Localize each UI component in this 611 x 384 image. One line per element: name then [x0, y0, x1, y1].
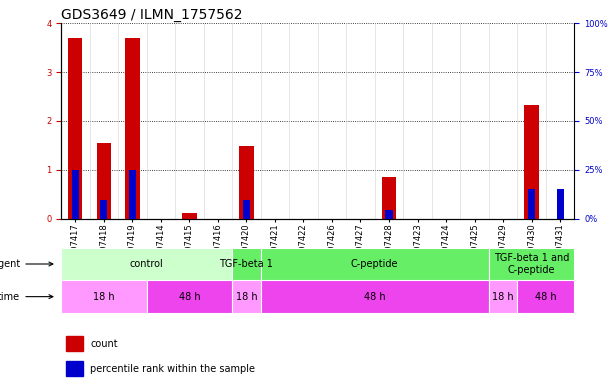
Bar	[518, 280, 574, 313]
Text: 48 h: 48 h	[535, 291, 557, 302]
Bar	[68, 38, 82, 219]
Bar	[147, 280, 232, 313]
Bar	[382, 177, 396, 219]
Text: GDS3649 / ILMN_1757562: GDS3649 / ILMN_1757562	[61, 8, 243, 22]
Text: percentile rank within the sample: percentile rank within the sample	[90, 364, 255, 374]
Bar	[261, 280, 489, 313]
Bar	[97, 143, 111, 219]
Text: 18 h: 18 h	[492, 291, 514, 302]
Bar	[72, 170, 79, 219]
Text: 48 h: 48 h	[364, 291, 386, 302]
Bar	[489, 248, 574, 280]
Bar	[557, 189, 563, 219]
Text: TGF-beta 1 and
C-peptide: TGF-beta 1 and C-peptide	[494, 253, 569, 275]
Text: time: time	[0, 291, 53, 302]
Bar	[66, 361, 82, 376]
Bar	[232, 248, 261, 280]
Bar	[489, 280, 518, 313]
Text: 18 h: 18 h	[236, 291, 257, 302]
Bar	[524, 105, 539, 219]
Bar	[243, 200, 250, 219]
Bar	[125, 38, 139, 219]
Bar	[232, 280, 261, 313]
Text: 48 h: 48 h	[178, 291, 200, 302]
Text: TGF-beta 1: TGF-beta 1	[219, 259, 273, 269]
Bar	[240, 146, 254, 219]
Bar	[66, 336, 82, 351]
Bar	[61, 280, 147, 313]
Text: count: count	[90, 339, 118, 349]
Bar	[61, 248, 232, 280]
Bar	[528, 189, 535, 219]
Bar	[100, 200, 108, 219]
Text: C-peptide: C-peptide	[351, 259, 398, 269]
Bar	[129, 170, 136, 219]
Text: agent: agent	[0, 259, 53, 269]
Bar	[261, 248, 489, 280]
Text: 18 h: 18 h	[93, 291, 115, 302]
Bar	[386, 210, 392, 219]
Bar	[182, 213, 197, 219]
Text: control: control	[130, 259, 164, 269]
